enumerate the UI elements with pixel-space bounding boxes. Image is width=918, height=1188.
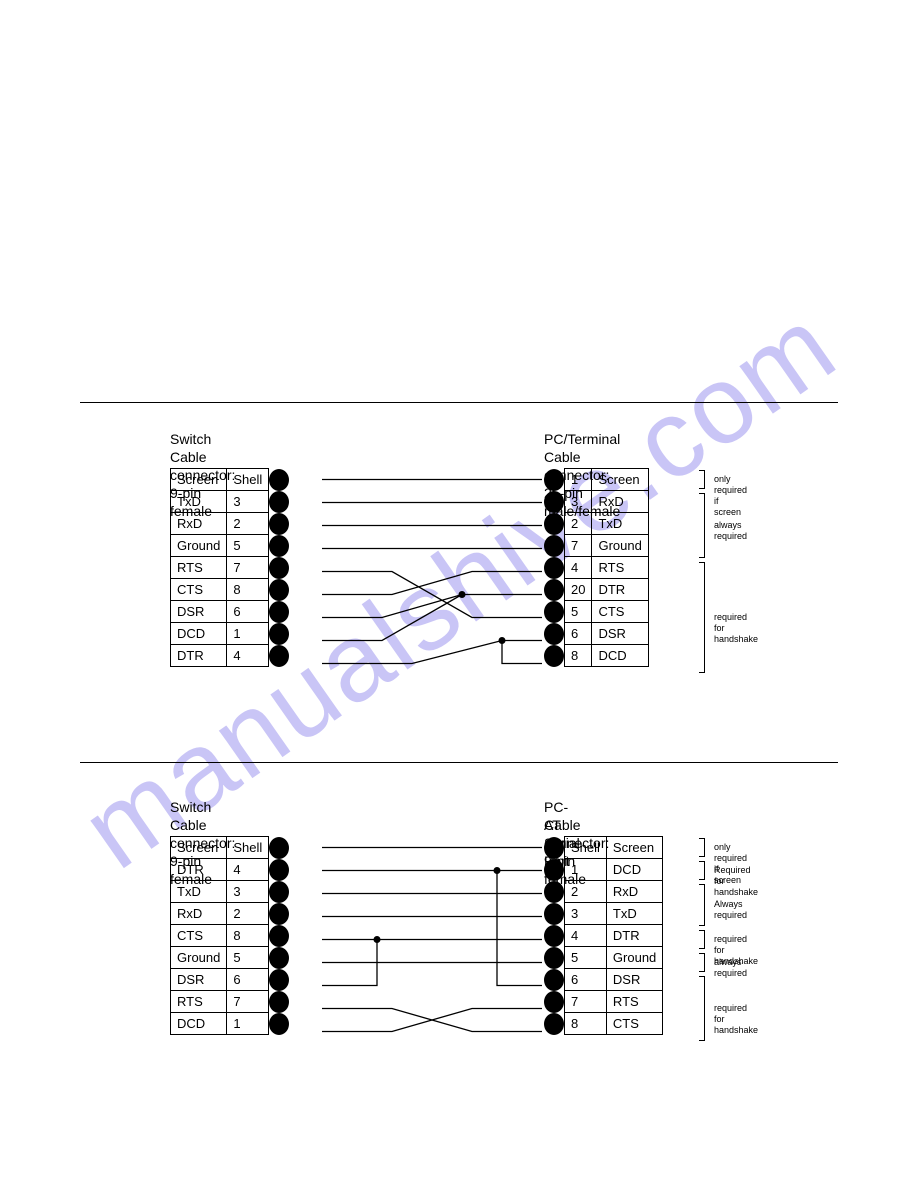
annotation-bracket: [704, 930, 705, 949]
page: manualshive.com Switch Cable connector: …: [0, 0, 918, 1188]
annotation-bracket: [704, 976, 705, 1041]
d2-wires: [0, 0, 918, 1100]
annotation-bracket: [704, 838, 705, 857]
annotation-text: required for handshake: [714, 1003, 758, 1036]
annotation-text: always required: [714, 957, 747, 979]
annotation-bracket: [704, 953, 705, 972]
annotation-bracket: [704, 884, 705, 926]
annotation-text: Always required: [714, 899, 747, 921]
annotation-text: Required for handshake: [714, 865, 758, 898]
annotation-bracket: [704, 861, 705, 880]
